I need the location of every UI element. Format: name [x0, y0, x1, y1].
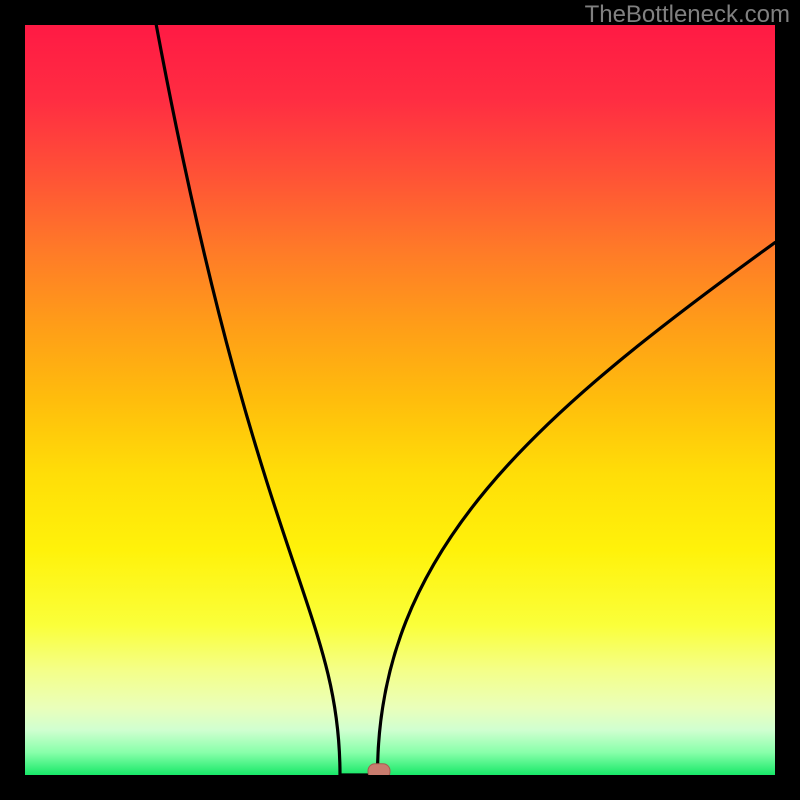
- heat-gradient: [25, 25, 775, 775]
- watermark-text: TheBottleneck.com: [585, 1, 790, 28]
- plot-area: [25, 25, 775, 779]
- bottleneck-chart: TheBottleneck.com: [0, 0, 800, 800]
